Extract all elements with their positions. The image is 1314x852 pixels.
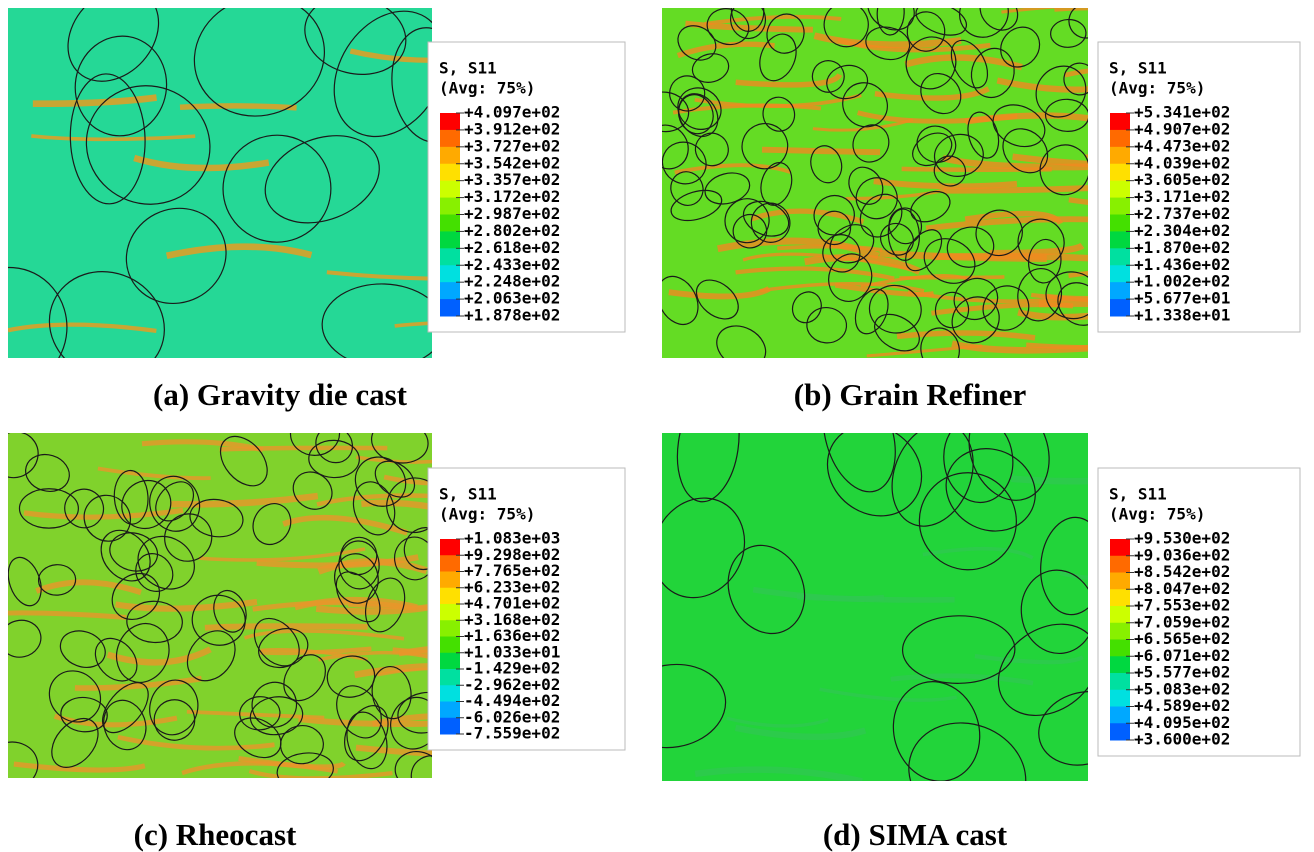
legend-band [1110,164,1130,181]
panel-caption: (a) Gravity die cast [153,377,408,412]
figure: S, S11(Avg: 75%)+4.097e+02+3.912e+02+3.7… [0,0,1314,852]
legend-band [440,215,460,232]
legend-label: +1.878e+02 [464,306,560,325]
contour-plot: S, S11(Avg: 75%)+5.341e+02+4.907e+02+4.4… [638,0,1300,377]
contour-plot: S, S11(Avg: 75%)+1.083e+03+9.298e+02+7.7… [0,411,625,801]
legend-band [440,130,460,147]
legend-band [440,113,460,130]
legend-subtitle: (Avg: 75%) [439,79,535,98]
legend-band [1110,147,1130,164]
legend-band [440,248,460,265]
legend-band [1110,623,1130,640]
legend-band [1110,215,1130,232]
panel-caption: (d) SIMA cast [823,817,1008,852]
legend-band [1110,656,1130,673]
legend-band [1110,707,1130,724]
legend-band [440,637,460,654]
legend-band [440,147,460,164]
stress-streak [205,626,368,628]
legend-band [1110,198,1130,215]
legend-band [440,555,460,572]
legend-band [440,198,460,215]
panel-caption: (b) Grain Refiner [794,377,1027,412]
contour-plot: S, S11(Avg: 75%)+9.530e+02+9.036e+02+8.5… [612,372,1300,842]
legend-band [440,181,460,198]
legend-band [440,282,460,299]
legend-band [1110,589,1130,606]
contour-plot: S, S11(Avg: 75%)+4.097e+02+3.912e+02+3.7… [0,0,625,397]
legend-band [440,265,460,282]
legend-band [440,588,460,605]
legend-band [440,164,460,181]
legend-band [440,299,460,316]
legend-title: S, S11 [1109,59,1167,78]
legend-label: +1.338e+01 [1134,306,1230,325]
legend-band [1110,113,1130,130]
stress-streak [180,106,297,108]
legend-band [1110,539,1130,556]
legend-band [1110,640,1130,657]
stress-streak [762,150,880,152]
legend-band [1110,265,1130,282]
legend-band [440,231,460,248]
legend-title: S, S11 [439,59,497,78]
panel-caption: (c) Rheocast [134,817,297,852]
legend-label: -7.559e+02 [464,724,560,743]
legend-subtitle: (Avg: 75%) [1109,79,1205,98]
legend-band [440,669,460,686]
legend-label: +3.600e+02 [1134,730,1230,749]
legend-band [1110,573,1130,590]
legend-band [1110,248,1130,265]
legend-band [440,620,460,637]
stress-streak [220,448,388,450]
legend-band [1110,723,1130,740]
legend-band [440,572,460,589]
contour-background [8,8,432,358]
legend-band [1110,690,1130,707]
legend-band [440,685,460,702]
legend-band [440,702,460,719]
legend-title: S, S11 [1109,485,1167,504]
legend-band [440,653,460,670]
legend-band [1110,130,1130,147]
legend-band [1110,606,1130,623]
legend-band [1110,282,1130,299]
legend-band [1110,299,1130,316]
legend-band [440,604,460,621]
legend-band [1110,673,1130,690]
legend-band [1110,556,1130,573]
legend-band [440,539,460,556]
legend-subtitle: (Avg: 75%) [439,505,535,524]
legend-title: S, S11 [439,485,497,504]
legend-band [1110,181,1130,198]
legend-band [440,718,460,735]
legend-band [1110,231,1130,248]
legend-subtitle: (Avg: 75%) [1109,505,1205,524]
